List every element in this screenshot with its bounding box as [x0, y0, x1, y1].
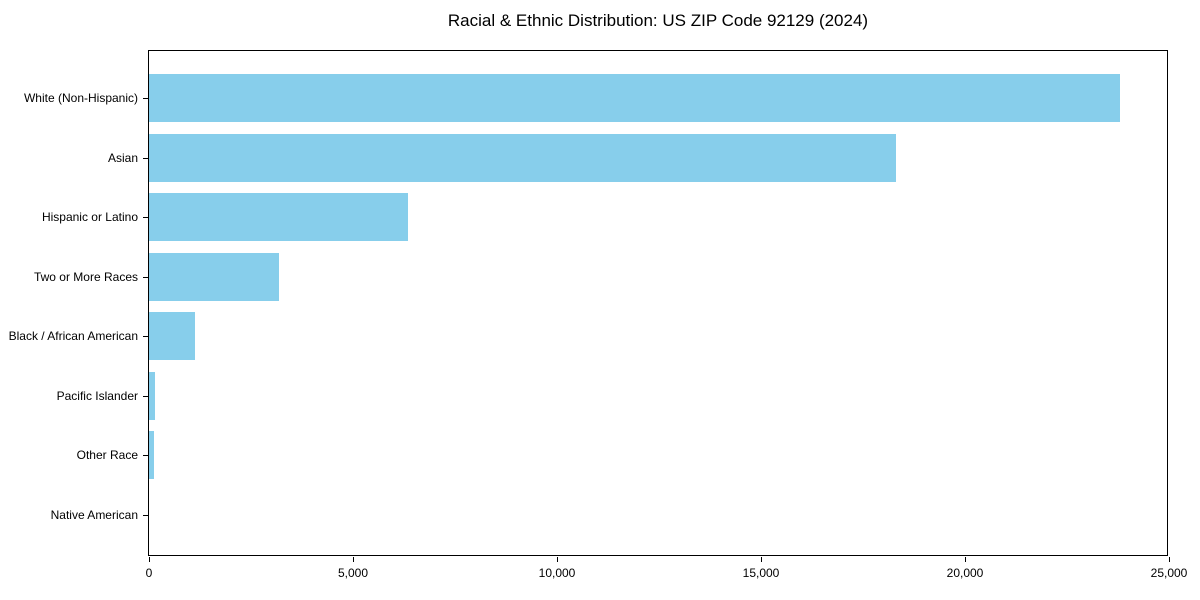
x-axis-tick [148, 557, 150, 562]
y-tick-label: Asian [107, 150, 138, 165]
x-tick-label: 25,000 [1150, 566, 1188, 580]
y-axis-tick [143, 395, 148, 397]
plot-area: White (Non-Hispanic) Asian Hispanic or Lat… [9, 50, 1187, 580]
y-axis-tick [143, 98, 148, 99]
y-tick-label: Native American [50, 507, 138, 522]
y-axis-tick [143, 217, 148, 218]
y-axis-tick [143, 336, 148, 337]
bar [149, 133, 896, 182]
x-axis-tick [760, 557, 762, 562]
y-tick-label: Pacific Islander [56, 388, 138, 403]
x-axis-tick [352, 557, 354, 562]
bar [149, 312, 196, 360]
bar [149, 252, 279, 301]
y-tick-label: Other Race [76, 448, 138, 462]
bar [149, 371, 156, 420]
x-tick-label: 20,000 [946, 566, 984, 580]
bar [149, 74, 1121, 122]
y-tick-label: Two or More Races [33, 269, 138, 284]
y-tick-label: Hispanic or Latino [41, 210, 138, 224]
x-tick-label: 0 [145, 566, 153, 580]
chart-title: Racial & Ethnic Distribution: US ZIP Cod… [447, 11, 869, 30]
y-axis-tick [143, 276, 148, 278]
y-tick-label: White (Non-Hispanic) [23, 91, 138, 105]
x-axis-tick [556, 557, 558, 562]
bar [149, 193, 409, 241]
x-axis-tick [964, 557, 966, 562]
y-tick-label: Black / African American [8, 329, 138, 343]
y-axis-tick [143, 514, 148, 516]
x-axis-tick [1168, 557, 1170, 562]
x-tick-label: 15,000 [742, 566, 780, 580]
bar [149, 431, 154, 479]
y-axis-tick [143, 455, 148, 456]
x-tick-label: 10,000 [538, 566, 576, 580]
y-axis-tick [143, 157, 148, 159]
x-tick-label: 5,000 [337, 566, 369, 580]
